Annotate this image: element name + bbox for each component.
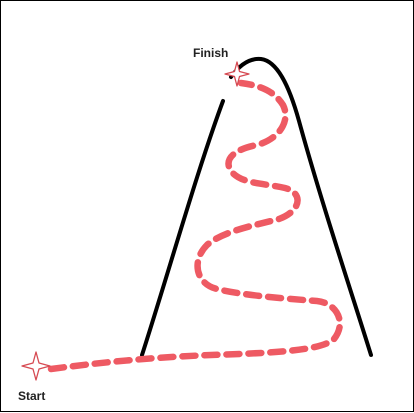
mountain-outline bbox=[140, 56, 373, 357]
start-star-icon bbox=[21, 351, 51, 381]
start-label: Start bbox=[18, 389, 46, 403]
finish-label: Finish bbox=[193, 46, 229, 60]
winding-path bbox=[47, 79, 343, 373]
finish-star-icon bbox=[224, 61, 250, 87]
